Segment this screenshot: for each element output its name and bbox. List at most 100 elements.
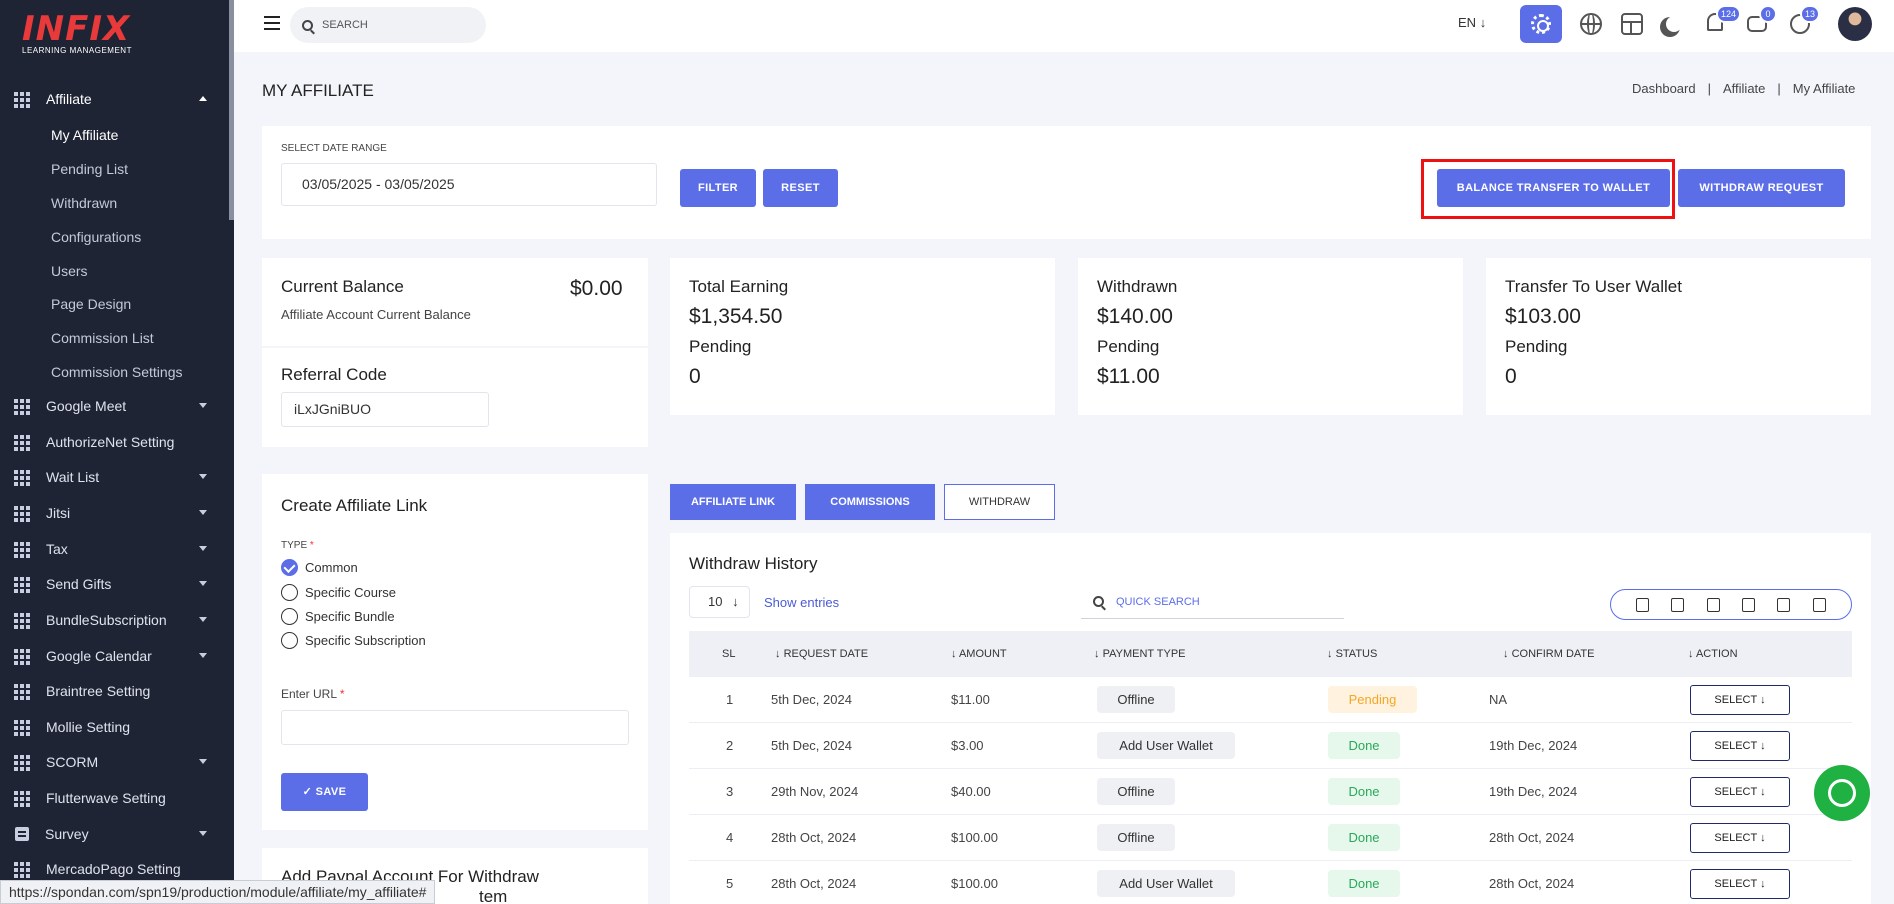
quick-search-input[interactable]: QUICK SEARCH: [1116, 595, 1200, 608]
entries-select[interactable]: 10 ↓: [689, 586, 750, 618]
pdf-icon[interactable]: [1742, 597, 1756, 612]
sidebar-item-flutterwave[interactable]: Flutterwave Setting: [0, 783, 229, 813]
avatar[interactable]: [1838, 7, 1872, 41]
sidebar-item-label: SCORM: [46, 754, 99, 770]
sidebar-subitem-users[interactable]: Users: [51, 263, 88, 279]
sidebar-item-send-gifts[interactable]: Send Gifts: [0, 569, 229, 599]
sidebar-item-braintree[interactable]: Braintree Setting: [0, 676, 229, 706]
sidebar-item-label: Google Calendar: [46, 648, 152, 664]
column-label: ACTION: [1695, 648, 1738, 660]
layout-icon[interactable]: [1621, 13, 1643, 35]
sidebar-subitem-withdrawn[interactable]: Withdrawn: [51, 195, 118, 211]
sidebar-item-jitsi[interactable]: Jitsi: [0, 498, 229, 528]
breadcrumb-affiliate[interactable]: Affiliate: [1723, 81, 1766, 96]
breadcrumb-dashboard[interactable]: Dashboard: [1632, 81, 1696, 96]
sidebar-item-label: Braintree Setting: [46, 683, 151, 699]
copy-icon[interactable]: [1636, 597, 1650, 612]
language-selector[interactable]: EN ↓: [1458, 15, 1486, 30]
search-icon: [302, 19, 313, 31]
save-button[interactable]: ✓ SAVE: [281, 773, 368, 811]
sidebar-item-survey[interactable]: Survey: [0, 819, 229, 849]
settings-button[interactable]: [1520, 5, 1562, 43]
sidebar-item-mollie[interactable]: Mollie Setting: [0, 712, 229, 742]
stat-pending-label: Pending: [1505, 337, 1568, 356]
select-action-button[interactable]: SELECT ↓: [1690, 869, 1790, 899]
whatsapp-chat-button[interactable]: [1814, 765, 1870, 821]
sidebar-scrollbar[interactable]: [229, 0, 234, 220]
column-payment-type[interactable]: ↓ PAYMENT TYPE: [1094, 648, 1186, 660]
cell-amount: $100.00: [951, 830, 998, 845]
sidebar-subitem-commission-settings[interactable]: Commission Settings: [51, 364, 183, 380]
referral-code-field[interactable]: iLxJGniBUO: [281, 392, 489, 427]
select-label: SELECT: [1714, 786, 1758, 798]
table-row: 4 28th Oct, 2024 $100.00 Offline Done 28…: [689, 815, 1852, 861]
select-action-button[interactable]: SELECT ↓: [1690, 685, 1790, 715]
sidebar-subitem-my-affiliate[interactable]: My Affiliate: [51, 127, 119, 143]
column-action[interactable]: ↓ ACTION: [1688, 648, 1738, 660]
date-range-input[interactable]: 03/05/2025 - 03/05/2025: [281, 163, 657, 206]
reset-button[interactable]: RESET: [763, 169, 838, 207]
search-bar[interactable]: SEARCH: [290, 7, 486, 43]
quick-search[interactable]: QUICK SEARCH: [1081, 585, 1344, 619]
globe-icon[interactable]: [1580, 13, 1602, 35]
radio-specific-subscription[interactable]: [281, 632, 298, 649]
column-request-date[interactable]: ↓ REQUEST DATE: [775, 648, 869, 660]
grid-icon: [14, 755, 30, 771]
excel-icon[interactable]: [1706, 597, 1720, 612]
sidebar-subitem-commission-list[interactable]: Commission List: [51, 330, 154, 346]
radio-label: Specific Subscription: [305, 633, 426, 648]
sidebar-item-google-meet[interactable]: Google Meet: [0, 391, 229, 421]
print-icon[interactable]: [1777, 597, 1791, 612]
select-label: SELECT: [1714, 832, 1758, 844]
columns-icon[interactable]: [1812, 597, 1826, 612]
cell-confirm-date: 28th Oct, 2024: [1489, 830, 1575, 845]
balance-transfer-button[interactable]: BALANCE TRANSFER TO WALLET: [1437, 169, 1670, 207]
sidebar-item-google-calendar[interactable]: Google Calendar: [0, 641, 229, 671]
radio-common[interactable]: [281, 559, 298, 576]
select-action-button[interactable]: SELECT ↓: [1690, 777, 1790, 807]
select-action-button[interactable]: SELECT ↓: [1690, 731, 1790, 761]
table-row: 2 5th Dec, 2024 $3.00 Add User Wallet Do…: [689, 723, 1852, 769]
sidebar-subitem-page-design[interactable]: Page Design: [51, 296, 132, 312]
chat-icon[interactable]: [1747, 16, 1767, 32]
grid-icon: [14, 92, 30, 108]
radio-specific-bundle[interactable]: [281, 608, 298, 625]
moon-icon[interactable]: [1666, 16, 1682, 32]
withdraw-request-button[interactable]: WITHDRAW REQUEST: [1678, 169, 1845, 207]
cell-amount: $100.00: [951, 876, 998, 891]
tab-commissions[interactable]: COMMISSIONS: [805, 484, 935, 520]
sidebar-item-scorm[interactable]: SCORM: [0, 747, 229, 777]
url-input[interactable]: [281, 710, 629, 745]
grid-icon: [14, 649, 30, 665]
tab-affiliate-link[interactable]: AFFILIATE LINK: [670, 484, 796, 520]
column-status[interactable]: ↓ STATUS: [1327, 648, 1378, 660]
chevron-down-icon: [199, 759, 207, 764]
sidebar-subitem-configurations[interactable]: Configurations: [51, 229, 142, 245]
sidebar-item-authorizenet[interactable]: AuthorizeNet Setting: [0, 427, 229, 457]
sidebar-item-tax[interactable]: Tax: [0, 534, 229, 564]
sidebar-item-wait-list[interactable]: Wait List: [0, 462, 229, 492]
sidebar-subitem-pending-list[interactable]: Pending List: [51, 161, 129, 177]
sidebar-item-label: Send Gifts: [46, 576, 112, 592]
current-balance-subtitle: Affiliate Account Current Balance: [281, 307, 471, 322]
grid-icon: [14, 470, 30, 486]
filter-button[interactable]: FILTER: [680, 169, 756, 207]
select-label: SELECT: [1714, 740, 1758, 752]
logo[interactable]: INFIX LEARNING MANAGEMENT: [22, 12, 162, 62]
select-action-button[interactable]: SELECT ↓: [1690, 823, 1790, 853]
tab-withdraw[interactable]: WITHDRAW: [944, 484, 1055, 520]
search-icon: [1093, 596, 1104, 607]
column-amount[interactable]: ↓ AMOUNT: [951, 648, 1007, 660]
logo-text: INFIX: [22, 9, 131, 49]
sidebar-item-bundle-subscription[interactable]: BundleSubscription: [0, 605, 229, 635]
column-sl[interactable]: SL: [722, 648, 736, 660]
chevron-down-icon: [199, 653, 207, 658]
radio-specific-course[interactable]: [281, 584, 298, 601]
menu-icon[interactable]: [264, 16, 280, 30]
column-confirm-date[interactable]: ↓ CONFIRM DATE: [1503, 648, 1595, 660]
csv-icon[interactable]: [1671, 597, 1685, 612]
search-input[interactable]: SEARCH: [322, 19, 368, 31]
sidebar-item-mercadopago[interactable]: MercadoPago Setting: [0, 854, 229, 884]
sidebar-item-affiliate[interactable]: Affiliate: [0, 84, 229, 114]
chevron-down-icon: [199, 510, 207, 515]
